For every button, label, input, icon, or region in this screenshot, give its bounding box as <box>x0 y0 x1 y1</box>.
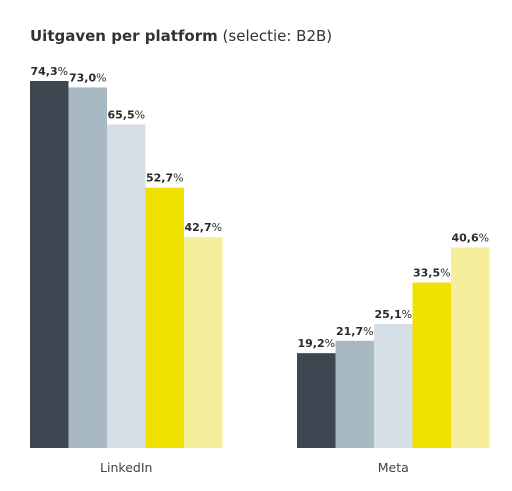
data-label: 52,7% <box>146 172 184 185</box>
data-label: 65,5% <box>107 108 145 121</box>
bar <box>30 81 69 448</box>
data-label: 25,1% <box>374 308 412 321</box>
data-label: 40,6% <box>451 231 489 244</box>
data-label: 21,7% <box>336 325 374 338</box>
data-label: 73,0% <box>69 71 107 84</box>
bar <box>335 340 374 448</box>
data-label: 19,2% <box>297 337 335 350</box>
data-label: 42,7% <box>184 221 222 234</box>
bar <box>184 237 223 448</box>
bar <box>68 87 107 448</box>
category-label: Meta <box>378 460 409 475</box>
bar <box>107 124 146 448</box>
chart-subtitle: (selectie: B2B) <box>222 27 333 45</box>
data-label: 74,3% <box>30 65 68 78</box>
chart-title-main: Uitgaven per platform <box>30 27 218 45</box>
bar <box>297 353 336 448</box>
category-label: LinkedIn <box>100 460 152 475</box>
data-label: 33,5% <box>413 267 451 280</box>
bar <box>412 282 451 448</box>
bar <box>145 187 184 449</box>
bar <box>374 324 413 448</box>
bar <box>451 247 490 448</box>
chart-title: Uitgaven per platform (selectie: B2B) <box>30 27 332 45</box>
